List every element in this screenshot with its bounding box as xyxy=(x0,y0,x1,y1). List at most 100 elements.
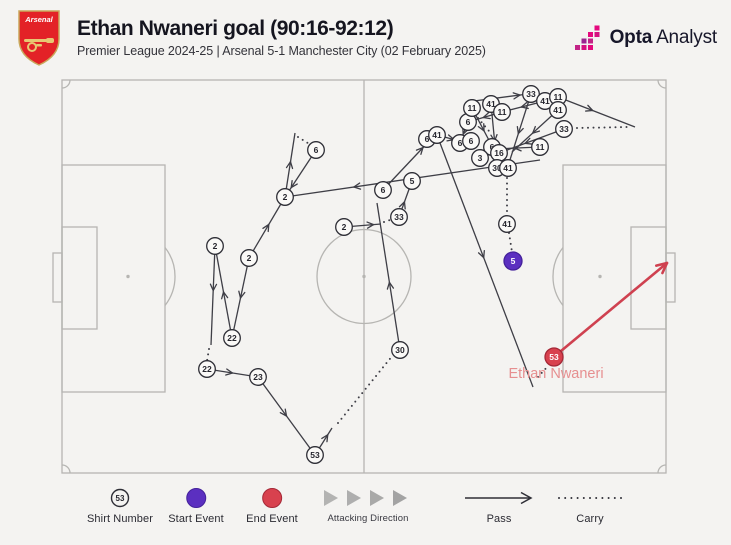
shirt-node xyxy=(555,120,573,138)
pass-arrowhead xyxy=(226,368,234,374)
shirt-number-text: 53 xyxy=(310,450,320,460)
corner-arc-bottom-right xyxy=(657,464,667,474)
brand-opta: Opta xyxy=(609,27,653,48)
pass-line xyxy=(439,142,534,388)
shirt-number-text: 6 xyxy=(425,134,430,144)
pass-arrowhead xyxy=(517,127,524,135)
end-event-icon xyxy=(261,488,282,508)
shirt-number-text: 41 xyxy=(503,163,513,173)
legend-item-end-event: End Event xyxy=(246,486,298,525)
shirt-number-text: 11 xyxy=(554,92,563,102)
shirt-node xyxy=(531,138,549,156)
shot-arrow xyxy=(560,261,668,353)
pass-arrowhead xyxy=(366,223,375,229)
pass-arrowhead xyxy=(524,137,531,145)
pass-line xyxy=(511,109,559,153)
pass-arrowhead xyxy=(239,291,246,299)
shirt-node xyxy=(403,172,421,190)
legend-label-pass: Pass xyxy=(486,513,512,525)
pass-arrowhead xyxy=(388,281,395,289)
carry-line xyxy=(508,232,513,253)
shirt-number-text: 2 xyxy=(283,192,288,202)
shirt-number-text: 6 xyxy=(381,185,386,195)
pass-arrowhead xyxy=(655,261,669,267)
page-title: Ethan Nwaneri goal (90:16-92:12) xyxy=(77,17,394,41)
shirt-node xyxy=(499,159,517,177)
shirt-node xyxy=(335,218,353,236)
legend-item-pass: Pass xyxy=(462,486,536,525)
pass-arrowhead xyxy=(513,94,521,100)
shirt-node xyxy=(223,329,241,347)
shirt-node xyxy=(462,132,480,150)
pass-arrowhead xyxy=(221,291,225,300)
left-penalty-arc xyxy=(164,247,176,306)
end-event-node xyxy=(544,347,564,367)
pass-arrowhead xyxy=(238,290,242,299)
legend-label-carry: Carry xyxy=(576,513,604,525)
shirt-number-text: 6 xyxy=(490,142,495,152)
brand-analyst: Analyst xyxy=(656,27,717,48)
pass-line xyxy=(498,128,565,154)
pass-arrowhead xyxy=(326,434,329,443)
pass-arrowhead xyxy=(386,281,391,290)
shirt-number-text: 6 xyxy=(458,138,463,148)
carry-line xyxy=(206,348,210,362)
center-spot xyxy=(362,274,366,279)
shirt-node xyxy=(276,188,294,206)
center-circle xyxy=(316,228,412,325)
shirt-number-text: 41 xyxy=(540,96,550,106)
shirt-number-text: 5 xyxy=(410,176,415,186)
pass-arrowhead xyxy=(512,92,521,96)
pass-line xyxy=(557,96,636,128)
shirt-number-text: 2 xyxy=(342,222,347,232)
attacking-direction-icon xyxy=(324,490,407,506)
shirt-number-text: 11 xyxy=(498,107,507,117)
shirt-node xyxy=(471,149,489,167)
pass-arrowhead xyxy=(222,291,229,299)
shirt-number-icon: 53 xyxy=(110,488,130,508)
svg-text:53: 53 xyxy=(116,494,125,503)
pass-arrowhead xyxy=(415,146,424,151)
shirt-node xyxy=(306,446,324,464)
shirt-node xyxy=(249,368,267,386)
page-subtitle: Premier League 2024-25 | Arsenal 5-1 Man… xyxy=(77,43,486,58)
left-goal xyxy=(52,252,63,303)
pass-arrowhead xyxy=(290,183,298,189)
svg-text:Arsenal: Arsenal xyxy=(24,15,53,24)
right-penalty-arc xyxy=(552,247,564,306)
shirt-number-text: 6 xyxy=(469,136,474,146)
pass-arrowhead xyxy=(225,372,234,376)
shirt-number-text: 33 xyxy=(394,212,404,222)
shirt-node xyxy=(498,215,516,233)
shirt-number-text: 23 xyxy=(253,372,263,382)
legend-item-shirt-number: 53 Shirt Number xyxy=(87,486,153,525)
pass-arrowhead xyxy=(398,201,406,208)
legend-item-attacking-direction: Attacking Direction xyxy=(320,486,416,524)
opta-bars-icon xyxy=(574,25,600,50)
legend: 53 Shirt Number Start Event End Event At… xyxy=(0,486,731,542)
left-penalty-box xyxy=(61,164,166,393)
pass-arrowhead xyxy=(262,223,270,229)
header: Arsenal Ethan Nwaneri goal (90:16-92:12)… xyxy=(16,8,717,68)
shirt-node xyxy=(307,141,325,159)
shirt-node xyxy=(374,181,392,199)
pass-arrowhead xyxy=(520,101,528,108)
pass-arrowhead xyxy=(285,161,292,169)
legend-item-carry: Carry xyxy=(555,486,625,525)
brand-wordmark: Opta Analyst xyxy=(609,27,718,49)
shirt-number-text: 33 xyxy=(526,89,536,99)
pass-arrowhead xyxy=(477,125,485,132)
shirt-number-text: 2 xyxy=(247,253,252,263)
start-event-icon xyxy=(185,488,206,508)
carry-line xyxy=(297,136,312,146)
right-goal xyxy=(665,252,676,303)
shirt-node xyxy=(206,237,224,255)
shirt-number-text: 53 xyxy=(549,352,559,362)
shirt-node xyxy=(463,99,481,117)
shirt-node xyxy=(391,341,409,359)
shirt-number-text: 41 xyxy=(502,219,512,229)
legend-label-attacking-direction: Attacking Direction xyxy=(327,513,409,524)
shirt-number-text: 22 xyxy=(227,333,237,343)
pass-arrowhead xyxy=(321,434,329,440)
